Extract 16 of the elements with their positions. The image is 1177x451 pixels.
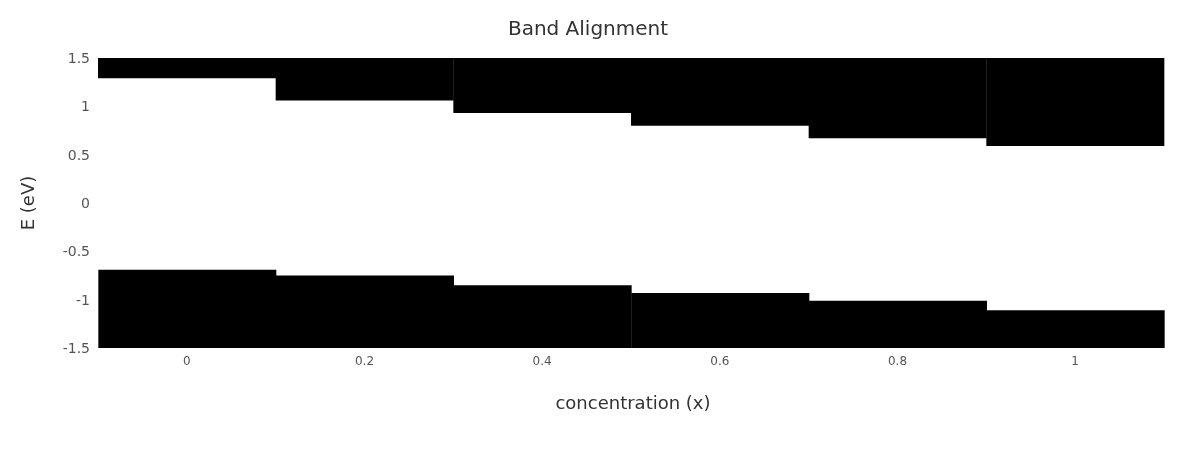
x-tick-label: 0.2 <box>354 353 375 368</box>
y-axis-title: E (eV) <box>17 175 39 231</box>
x-tick-label: 0.8 <box>887 353 908 368</box>
x-tick-label: 0 <box>183 353 191 368</box>
y-tick-label: -1 <box>76 291 90 308</box>
x-tick-label: 0.4 <box>532 353 552 368</box>
y-tick-label: 1 <box>81 98 90 115</box>
y-tick-label: 0.5 <box>67 146 90 163</box>
x-tick-label: 1 <box>1071 353 1079 368</box>
y-tick-label: -0.5 <box>62 243 90 260</box>
y-tick-label: 1.5 <box>67 49 90 66</box>
y-tick-label: 0 <box>81 194 90 211</box>
chart-title: Band Alignment <box>506 15 670 42</box>
x-tick-label: 0.6 <box>710 353 730 368</box>
y-tick-label: -1.5 <box>62 339 90 356</box>
x-axis-title: concentration (x) <box>554 391 712 415</box>
